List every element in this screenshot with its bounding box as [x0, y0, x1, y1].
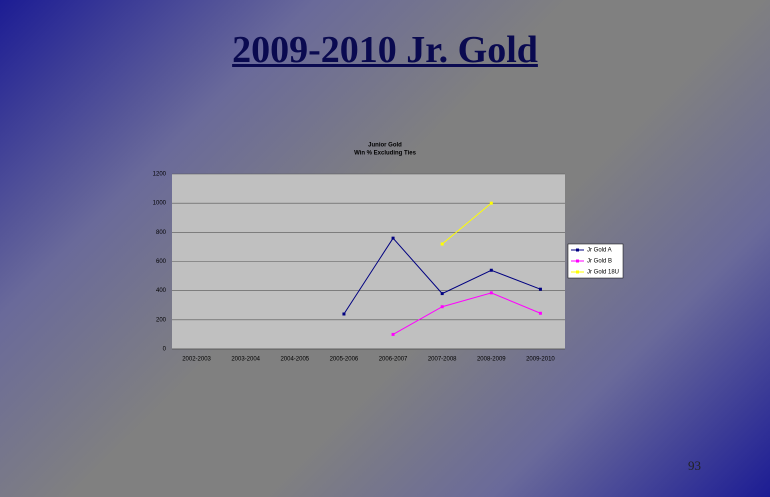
y-tick-label: 0	[163, 347, 167, 353]
x-tick-label: 2005-2006	[330, 357, 359, 363]
x-tick-label: 2008-2009	[477, 357, 506, 363]
legend-marker	[576, 259, 579, 263]
legend-label: Jr Gold 18U	[587, 270, 619, 276]
legend-label: Jr Gold B	[587, 259, 612, 265]
chart-title: Junior Gold	[368, 143, 402, 149]
x-tick-label: 2009-2010	[526, 357, 555, 363]
x-tick-label: 2006-2007	[379, 357, 408, 363]
series-line	[441, 202, 492, 245]
point-marker	[538, 311, 542, 315]
x-tick-label: 2004-2005	[280, 357, 309, 363]
y-tick-label: 800	[156, 230, 167, 236]
point-marker	[391, 236, 395, 240]
point-marker	[440, 292, 444, 296]
point-marker	[489, 291, 493, 295]
y-tick-label: 400	[156, 288, 167, 294]
y-tick-label: 600	[156, 259, 167, 265]
page-number: 93	[688, 458, 701, 473]
y-tick-label: 1000	[153, 201, 167, 207]
point-marker	[342, 312, 346, 316]
legend-marker	[576, 248, 579, 252]
point-marker	[538, 287, 542, 291]
y-tick-label: 1200	[153, 172, 167, 178]
point-marker	[440, 305, 444, 309]
point-marker	[489, 268, 493, 272]
chart-subtitle: Win % Excluding Ties	[354, 151, 417, 157]
x-tick-label: 2002-2003	[182, 357, 211, 363]
series-line	[392, 292, 541, 335]
x-tick-label: 2007-2008	[428, 357, 457, 363]
x-tick-label: 2003-2004	[231, 357, 260, 363]
slide-title: 2009-2010 Jr. Gold	[232, 29, 538, 71]
point-marker	[489, 201, 493, 205]
point-marker	[440, 242, 444, 246]
legend-marker	[576, 270, 579, 274]
point-marker	[391, 332, 395, 336]
y-tick-label: 200	[156, 317, 167, 323]
legend-label: Jr Gold A	[587, 248, 612, 254]
